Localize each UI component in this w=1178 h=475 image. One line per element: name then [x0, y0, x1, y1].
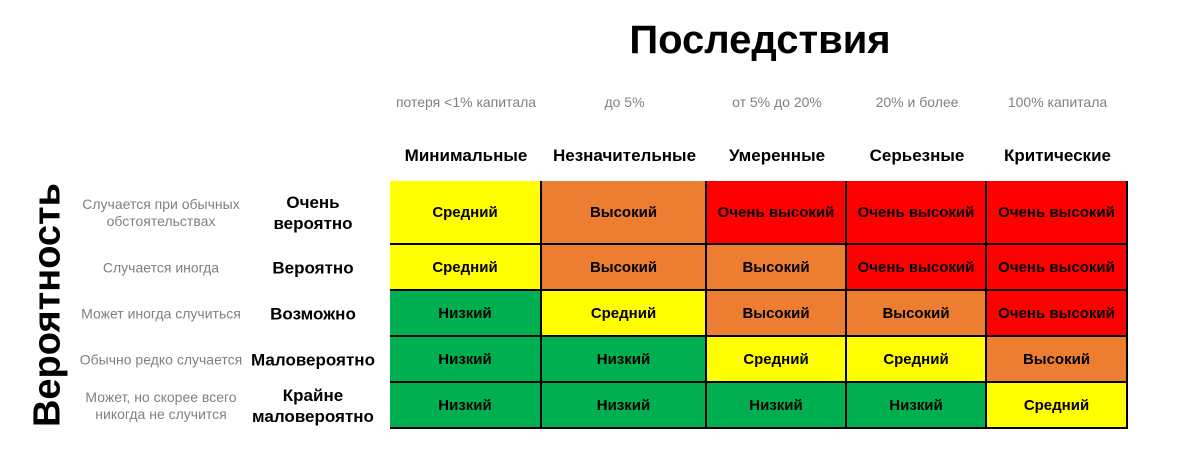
- risk-cell-r4-c5: Высокий: [987, 337, 1128, 383]
- risk-cell-r2-c5: Очень высокий: [987, 245, 1128, 291]
- risk-cell-r4-c3: Средний: [707, 337, 847, 383]
- risk-cell-r4-c2: Низкий: [542, 337, 707, 383]
- consequences-title: Последствия: [629, 18, 891, 62]
- consequence-desc-3: от 5% до 20%: [732, 94, 822, 110]
- risk-cell-r3-c5: Очень высокий: [987, 291, 1128, 337]
- risk-cell-r5-c2: Низкий: [542, 383, 707, 429]
- likelihood-label-4: Маловероятно: [251, 350, 375, 370]
- likelihood-title: Вероятность: [26, 182, 69, 428]
- risk-cell-r5-c5: Средний: [987, 383, 1128, 429]
- likelihood-desc-2: Случается иногда: [102, 259, 220, 276]
- consequence-label-3: Умеренные: [728, 146, 826, 165]
- likelihood-label-3: Возможно: [270, 304, 356, 324]
- risk-matrix-grid: Средний Высокий Очень высокий Очень высокий…: [390, 181, 1128, 429]
- likelihood-label-1: Очень вероятно: [273, 193, 353, 233]
- risk-cell-r2-c1: Средний: [390, 245, 542, 291]
- consequence-desc-2: до 5%: [604, 94, 645, 110]
- consequence-label-5: Критические: [1004, 146, 1111, 165]
- risk-cell-r2-c2: Высокий: [542, 245, 707, 291]
- risk-cell-r4-c1: Низкий: [390, 337, 542, 383]
- risk-cell-r2-c4: Очень высокий: [847, 245, 987, 291]
- consequence-desc-1: потеря <1% капитала: [395, 94, 537, 110]
- likelihood-desc-3: Может иногда случиться: [81, 305, 241, 322]
- likelihood-desc-4: Обычно редко случается: [79, 351, 243, 368]
- likelihood-label-5: Крайне маловероятно: [252, 386, 374, 426]
- consequence-label-4: Серьезные: [869, 146, 965, 165]
- risk-cell-r5-c1: Низкий: [390, 383, 542, 429]
- risk-cell-r2-c3: Высокий: [707, 245, 847, 291]
- risk-cell-r5-c3: Низкий: [707, 383, 847, 429]
- likelihood-label-2: Вероятно: [272, 258, 354, 278]
- risk-cell-r1-c4: Очень высокий: [847, 181, 987, 245]
- risk-cell-r1-c2: Высокий: [542, 181, 707, 245]
- risk-cell-r1-c3: Очень высокий: [707, 181, 847, 245]
- likelihood-desc-5: Может, но скорее всего никогда не случит…: [85, 389, 237, 422]
- risk-cell-r5-c4: Низкий: [847, 383, 987, 429]
- risk-cell-r3-c1: Низкий: [390, 291, 542, 337]
- risk-cell-r3-c3: Высокий: [707, 291, 847, 337]
- risk-cell-r1-c1: Средний: [390, 181, 542, 245]
- risk-cell-r1-c5: Очень высокий: [987, 181, 1128, 245]
- consequence-desc-5: 100% капитала: [1007, 94, 1108, 110]
- consequence-label-2: Незначительные: [552, 146, 697, 165]
- risk-cell-r3-c4: Высокий: [847, 291, 987, 337]
- likelihood-desc-1: Случается при обычных обстоятельствах: [82, 196, 240, 229]
- consequence-desc-4: 20% и более: [875, 94, 959, 110]
- risk-cell-r3-c2: Средний: [542, 291, 707, 337]
- consequence-label-1: Минимальные: [404, 146, 528, 165]
- risk-cell-r4-c4: Средний: [847, 337, 987, 383]
